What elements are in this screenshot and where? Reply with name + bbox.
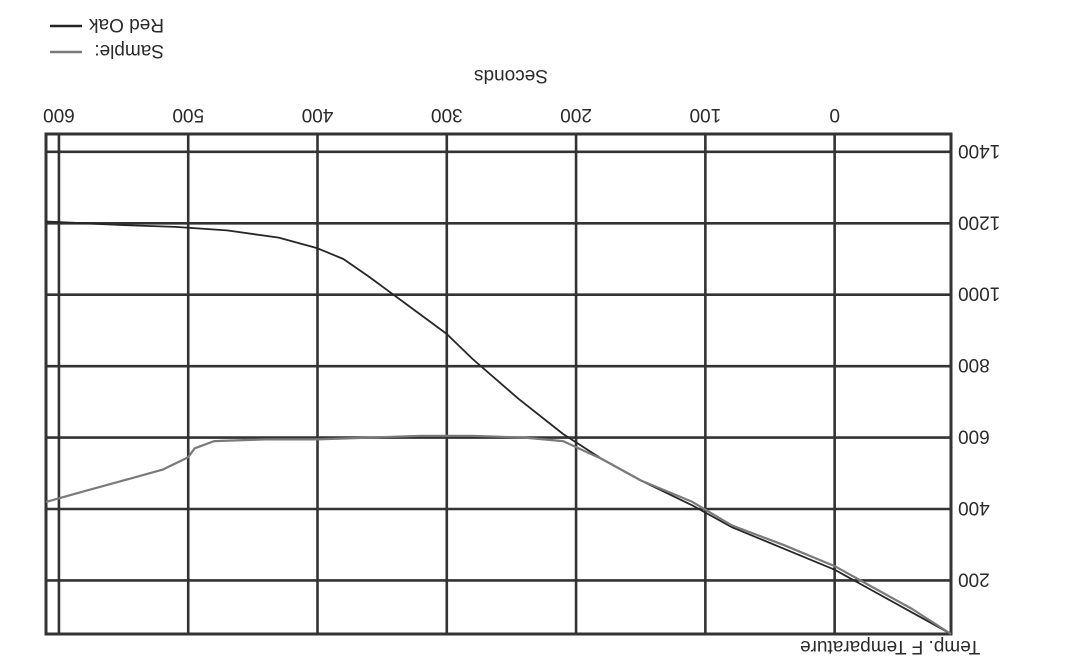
x-tick-label: 100	[690, 104, 722, 125]
series-line-0	[45, 220, 952, 635]
legend: Red Oak Sample:	[50, 14, 164, 61]
series-layer	[45, 220, 952, 635]
x-tick-label: 400	[302, 104, 334, 125]
y-tick-label: 1400	[958, 140, 1000, 161]
y-tick-label: 200	[958, 568, 990, 589]
x-tick-label: 0	[829, 104, 840, 125]
grid	[44, 132, 953, 636]
tick-labels: 0 100 200 300 400 500 600 200 400 600 800 1000 1200 1…	[43, 104, 1000, 589]
y-tick-label: 600	[958, 426, 990, 447]
y-tick-label: 400	[958, 497, 990, 518]
y-axis-title: Temp. F Temparature	[800, 636, 980, 657]
plot-border	[44, 132, 953, 636]
x-tick-label: 200	[560, 104, 592, 125]
y-tick-label: 1000	[958, 283, 1000, 304]
y-tick-label: 800	[958, 354, 990, 375]
x-tick-label: 600	[43, 104, 75, 125]
x-tick-label: 500	[172, 104, 204, 125]
legend-label-red-oak: Red Oak	[89, 14, 164, 35]
y-tick-label: 1200	[958, 211, 1000, 232]
series-line-1	[45, 434, 952, 635]
legend-label-sample: Sample:	[94, 40, 164, 61]
x-axis-title: Seconds	[474, 65, 548, 86]
x-tick-label: 300	[431, 104, 463, 125]
